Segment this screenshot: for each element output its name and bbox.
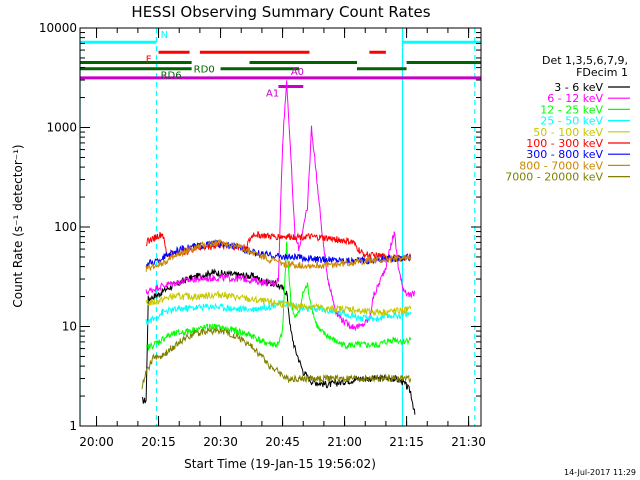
flag-label-rd6: RD6 xyxy=(161,71,182,82)
legend-entry-label: 100 - 300 keV xyxy=(526,137,603,150)
series-line-2 xyxy=(145,241,412,351)
flag-label-a1: A1 xyxy=(266,89,279,100)
x-tick-label: 20:45 xyxy=(265,435,300,449)
legend-entry-label: 3 - 6 keV xyxy=(554,81,603,94)
legend-entry-label: 50 - 100 keV xyxy=(533,126,603,139)
legend-entry-label: 6 - 12 keV xyxy=(547,92,603,105)
y-tick-label: 10 xyxy=(62,320,77,334)
flag-label-rd0: RD0 xyxy=(194,65,215,76)
x-tick-label: 20:15 xyxy=(141,435,176,449)
chart-title: HESSI Observing Summary Count Rates xyxy=(131,3,430,21)
x-tick-label: 20:30 xyxy=(203,435,238,449)
legend-entry-label: 12 - 25 keV xyxy=(540,103,603,116)
series-line-1 xyxy=(145,80,416,332)
series-line-7 xyxy=(145,239,412,272)
legend-entry-label: 7000 - 20000 keV xyxy=(505,171,603,184)
x-axis-label: Start Time (19-Jan-15 19:56:02) xyxy=(184,457,376,471)
flag-label-f: F xyxy=(146,54,152,65)
y-tick-label: 100 xyxy=(54,220,77,234)
x-tick-label: 21:30 xyxy=(451,435,486,449)
y-tick-label: 10000 xyxy=(39,21,77,35)
legend-entry-label: 800 - 7000 keV xyxy=(519,159,603,172)
x-tick-label: 21:15 xyxy=(389,435,424,449)
y-axis-label: Count Rate (s⁻¹ detector⁻¹) xyxy=(11,144,25,307)
flag-label-a0: A0 xyxy=(291,67,304,78)
timestamp: 14-Jul-2017 11:29 xyxy=(564,468,636,477)
legend-title-line: Det 1,3,5,6,7,9, xyxy=(542,54,628,67)
flag-label-n: N xyxy=(161,30,168,41)
series-line-4 xyxy=(145,290,412,317)
y-tick-label: 1 xyxy=(69,419,77,433)
legend-entry-label: 300 - 800 keV xyxy=(526,148,603,161)
x-tick-label: 21:00 xyxy=(327,435,362,449)
y-tick-label: 1000 xyxy=(46,121,77,135)
legend-entry-label: 25 - 50 keV xyxy=(540,115,603,128)
legend-title-line: FDecim 1 xyxy=(576,66,628,79)
x-tick-label: 20:00 xyxy=(79,435,114,449)
series-line-8 xyxy=(141,326,412,390)
